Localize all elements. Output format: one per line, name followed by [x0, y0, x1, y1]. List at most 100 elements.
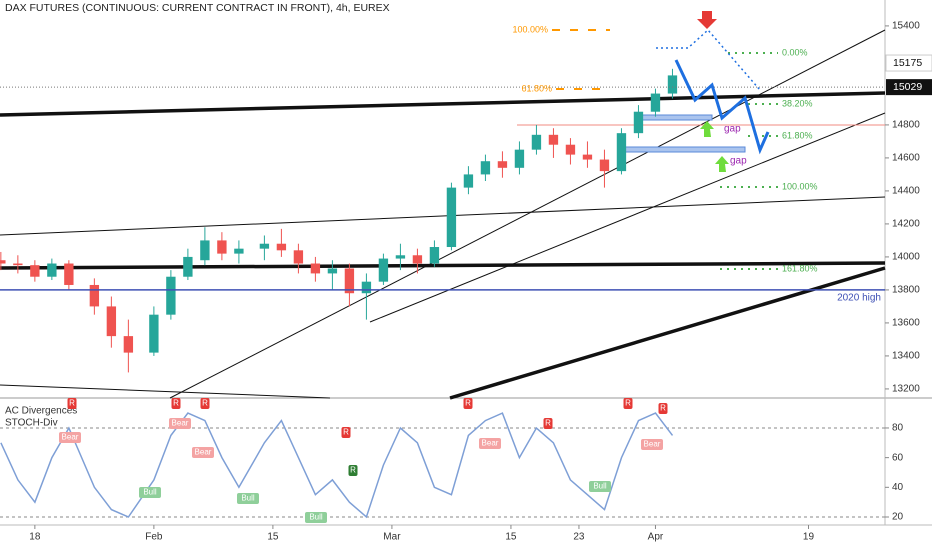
- signal-tag: [192, 447, 214, 458]
- signal-label: Bear: [644, 440, 661, 449]
- fib-label: 61.80%: [782, 130, 813, 140]
- signal-label: Bear: [62, 433, 79, 442]
- forecast-path: [674, 59, 770, 155]
- price-tag-label: 15175: [893, 57, 922, 69]
- candle-body: [548, 134, 559, 145]
- signal-label: R: [625, 399, 631, 408]
- candle-body: [123, 336, 134, 353]
- signal-tag: [305, 512, 327, 523]
- price-tag: [885, 54, 932, 72]
- fib-label: 38.20%: [782, 98, 813, 108]
- candle-body: [276, 243, 287, 251]
- x-tick-label: Mar: [383, 532, 401, 543]
- up-arrow: [700, 121, 714, 137]
- candle-body: [463, 174, 474, 188]
- signal-label: Bear: [482, 439, 499, 448]
- indicator-name: AC Divergences: [5, 406, 77, 417]
- signal-tag: [341, 427, 351, 438]
- signal-tag: [463, 398, 473, 409]
- trend-line: [0, 261, 886, 270]
- candle-body: [378, 258, 389, 282]
- y-tick-label: 13400: [892, 351, 920, 362]
- up-arrow: [715, 156, 729, 172]
- x-tick-label: Apr: [648, 532, 664, 543]
- y-tick-label: 14400: [892, 186, 920, 197]
- trend-line: [0, 91, 886, 117]
- signal-label: R: [343, 428, 349, 437]
- candle-body: [531, 134, 542, 150]
- osc-tick-label: 40: [892, 482, 904, 493]
- candle-body: [633, 111, 644, 134]
- fib-label: 100.00%: [512, 24, 548, 34]
- signal-tag: [139, 487, 161, 498]
- trend-line: [169, 29, 886, 399]
- signal-tag: [348, 465, 358, 476]
- candle-body: [106, 306, 117, 337]
- candle-body: [217, 240, 227, 254]
- signal-tag: [543, 418, 553, 429]
- signal-tag: [237, 493, 259, 504]
- x-tick-label: 15: [267, 532, 279, 543]
- candle-body: [259, 243, 270, 249]
- fib-label: 61.80%: [521, 83, 552, 93]
- x-tick-label: Feb: [145, 532, 163, 543]
- candle-body: [582, 154, 593, 160]
- candle-body: [47, 263, 57, 277]
- level-label: 2020 high: [837, 293, 881, 304]
- signal-tag: [623, 398, 633, 409]
- candles: [0, 68, 678, 373]
- y-tick-label: 13600: [892, 318, 920, 329]
- signal-label: Bull: [241, 494, 255, 503]
- signal-label: Bear: [195, 448, 212, 457]
- candle-body: [64, 263, 74, 285]
- y-tick-label: 14800: [892, 120, 920, 131]
- candle-body: [565, 144, 576, 155]
- osc-tick-label: 20: [892, 512, 904, 523]
- y-tick-label: 13200: [892, 384, 920, 395]
- trend-line: [0, 384, 331, 399]
- price-tag: [886, 79, 932, 96]
- signal-label: R: [465, 399, 471, 408]
- signal-label: R: [350, 466, 356, 475]
- candle-body: [599, 159, 610, 172]
- signal-label: R: [202, 399, 208, 408]
- signal-label: R: [545, 419, 551, 428]
- y-tick-label: 13800: [892, 285, 920, 296]
- candle-body: [183, 256, 193, 277]
- candle-body: [480, 161, 491, 175]
- signal-tag: [589, 481, 611, 492]
- candle-body: [395, 255, 406, 259]
- trend-line: [0, 196, 886, 236]
- osc-tick-label: 80: [892, 423, 904, 434]
- candle-body: [0, 260, 6, 264]
- y-tick-label: 14000: [892, 252, 920, 263]
- candle-body: [30, 265, 40, 277]
- candle-body: [412, 255, 423, 264]
- candle-body: [344, 268, 355, 294]
- candle-body: [327, 268, 338, 274]
- gap-box: [619, 146, 746, 153]
- signal-tag: [59, 432, 81, 443]
- candle-body: [149, 314, 159, 353]
- candle-body: [514, 149, 525, 168]
- signal-tag: [171, 398, 181, 409]
- candle-body: [446, 187, 457, 248]
- trend-lines: [0, 29, 886, 400]
- signal-label: R: [69, 399, 75, 408]
- candle-body: [616, 133, 627, 172]
- x-tick-label: 18: [29, 532, 41, 543]
- forecast-path: [656, 28, 761, 91]
- signal-tag: [641, 439, 663, 450]
- signal-tag: [67, 398, 77, 409]
- signal-tag: [479, 438, 501, 449]
- signal-tag: [200, 398, 210, 409]
- fib-label: 161.80%: [782, 263, 818, 273]
- candle-body: [200, 240, 210, 261]
- x-tick-label: 19: [803, 532, 815, 543]
- candle-body: [234, 248, 244, 254]
- candle-body: [667, 75, 678, 94]
- candle-body: [497, 161, 508, 168]
- down-arrow: [697, 11, 717, 29]
- candle-body: [310, 263, 321, 274]
